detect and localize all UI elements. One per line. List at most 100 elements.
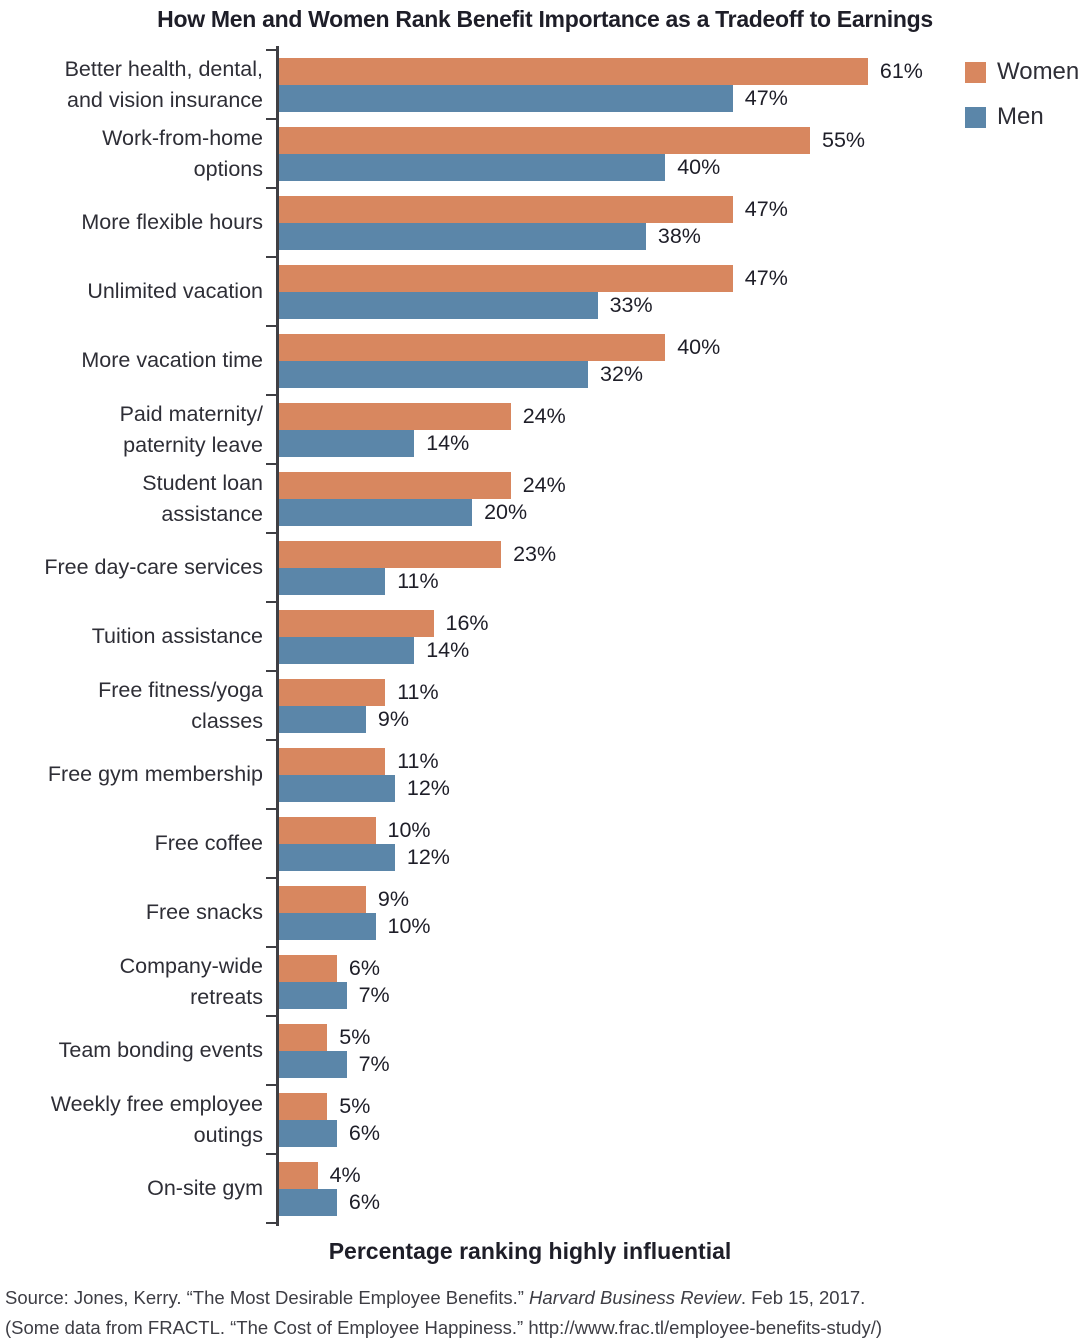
bar-group: 24% 14% — [276, 402, 1090, 457]
men-bar — [279, 774, 395, 802]
bar-with-value: 14% — [279, 429, 1090, 457]
bar-with-value: 12% — [279, 843, 1090, 871]
legend-item-women: Women — [965, 58, 1079, 86]
women-value-label: 47% — [744, 196, 788, 221]
men-bar — [279, 84, 733, 112]
bar-with-value: 38% — [279, 222, 1090, 250]
category-label: Weekly free employee outings — [50, 1091, 263, 1147]
category-row: Free coffee 10% 12% — [0, 809, 1090, 878]
bar-with-value: 7% — [279, 1050, 1090, 1078]
men-legend-label: Men — [997, 103, 1044, 130]
bar-group: 11% 9% — [276, 678, 1090, 733]
category-label: More flexible hours — [81, 210, 263, 235]
axis-tick — [266, 187, 276, 189]
men-value-label: 9% — [377, 706, 409, 731]
women-value-label: 9% — [377, 886, 409, 911]
bar-with-value: 5% — [279, 1023, 1090, 1051]
category-label: More vacation time — [81, 348, 263, 373]
category-row: Free snacks 9% 10% — [0, 878, 1090, 947]
women-legend-label: Women — [997, 58, 1080, 85]
women-bar — [279, 402, 511, 430]
category-row: Company-wide retreats 6% 7% — [0, 947, 1090, 1016]
bar-group: 11% 12% — [276, 747, 1090, 802]
bar-group: 9% 10% — [276, 885, 1090, 940]
category-label: Company-wide retreats — [119, 953, 263, 1009]
women-bar — [279, 1161, 318, 1189]
bar-with-value: 55% — [279, 126, 1090, 154]
bar-group: 23% 11% — [276, 540, 1090, 595]
axis-tick — [266, 1222, 276, 1224]
chart-title: How Men and Women Rank Benefit Importanc… — [157, 6, 933, 32]
category-row: Free gym membership 11% 12% — [0, 740, 1090, 809]
category-label: Free fitness/yoga classes — [98, 677, 263, 733]
bar-with-value: 40% — [279, 333, 1090, 361]
men-bar — [279, 291, 598, 319]
bar-group: 55% 40% — [276, 126, 1090, 181]
bar-with-value: 47% — [279, 84, 1090, 112]
bar-with-value: 9% — [279, 705, 1090, 733]
women-bar — [279, 264, 733, 292]
axis-tick — [266, 808, 276, 810]
men-value-label: 10% — [387, 913, 431, 938]
women-bar — [279, 471, 511, 499]
category-label: Team bonding events — [58, 1038, 263, 1063]
men-value-label: 20% — [484, 499, 528, 524]
category-label: Better health, dental, and vision insura… — [64, 56, 263, 112]
bar-with-value: 23% — [279, 540, 1090, 568]
bar-group: 4% 6% — [276, 1161, 1090, 1216]
women-value-label: 23% — [513, 541, 557, 566]
category-row: Free fitness/yoga classes 11% 9% — [0, 671, 1090, 740]
men-bar — [279, 360, 588, 388]
women-value-label: 24% — [522, 403, 566, 428]
axis-tick — [266, 946, 276, 948]
men-value-label: 6% — [348, 1189, 380, 1214]
men-value-label: 11% — [397, 568, 439, 593]
bar-with-value: 11% — [279, 747, 1090, 775]
axis-tick — [266, 532, 276, 534]
women-bar — [279, 126, 810, 154]
men-bar — [279, 1119, 337, 1147]
category-row: Tuition assistance 16% 14% — [0, 602, 1090, 671]
category-label: On-site gym — [147, 1176, 263, 1201]
men-value-label: 40% — [677, 154, 721, 179]
category-label: Unlimited vacation — [87, 279, 263, 304]
women-value-label: 55% — [822, 127, 866, 152]
bar-with-value: 10% — [279, 816, 1090, 844]
category-label: Work-from-home options — [102, 125, 263, 181]
axis-tick — [266, 118, 276, 120]
bar-with-value: 14% — [279, 636, 1090, 664]
bar-with-value: 47% — [279, 195, 1090, 223]
men-value-label: 12% — [406, 775, 450, 800]
men-value-label: 32% — [600, 361, 644, 386]
men-value-label: 14% — [426, 430, 470, 455]
category-row: More vacation time 40% 32% — [0, 326, 1090, 395]
women-value-label: 16% — [445, 610, 489, 635]
source-journal-italic: Harvard Business Review — [529, 1287, 741, 1308]
bar-group: 6% 7% — [276, 954, 1090, 1009]
axis-tick — [266, 1084, 276, 1086]
men-bar — [279, 222, 646, 250]
bar-group: 5% 7% — [276, 1023, 1090, 1078]
men-value-label: 6% — [348, 1120, 380, 1145]
bar-with-value: 11% — [279, 678, 1090, 706]
y-axis-line — [276, 46, 279, 1226]
women-bar — [279, 195, 733, 223]
bar-with-value: 12% — [279, 774, 1090, 802]
x-axis-label: Percentage ranking highly influential — [328, 1238, 732, 1264]
category-row: Paid maternity/ paternity leave 24% 14% — [0, 395, 1090, 464]
men-value-label: 14% — [426, 637, 470, 662]
category-label: Free gym membership — [47, 762, 263, 787]
men-bar — [279, 498, 473, 526]
women-bar — [279, 954, 337, 982]
men-value-label: 12% — [406, 844, 450, 869]
bar-with-value: 9% — [279, 885, 1090, 913]
category-label: Student loan assistance — [142, 470, 263, 526]
bar-group: 5% 6% — [276, 1092, 1090, 1147]
women-bar — [279, 816, 376, 844]
women-legend-swatch — [965, 61, 986, 83]
women-bar — [279, 678, 386, 706]
bar-with-value: 20% — [279, 498, 1090, 526]
women-value-label: 47% — [744, 265, 788, 290]
source-line-2: (Some data from FRACTL. “The Cost of Emp… — [5, 1316, 883, 1338]
